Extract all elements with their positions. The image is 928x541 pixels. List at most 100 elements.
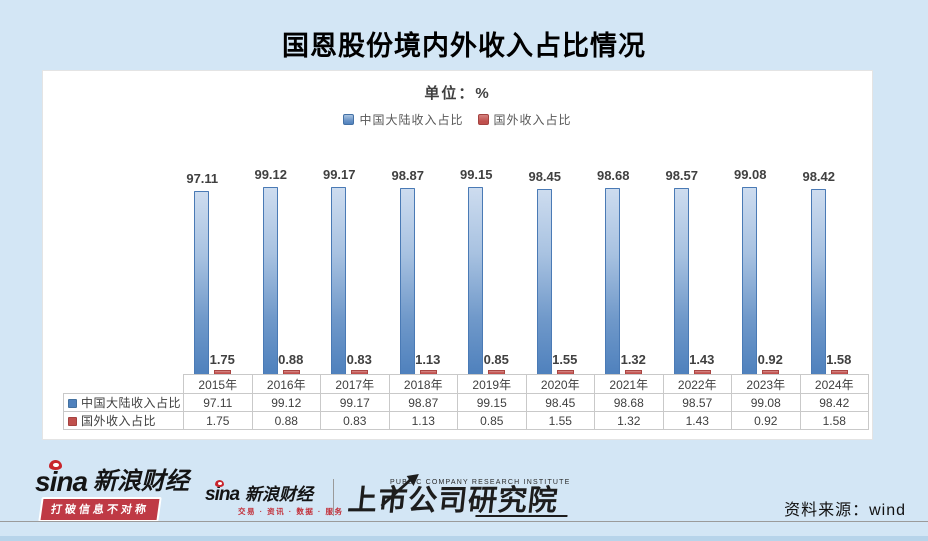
- domestic-bar-label: 97.11: [186, 171, 219, 186]
- overseas-bar: [762, 370, 780, 374]
- value-cell: 99.12: [251, 393, 322, 412]
- footer-line: [0, 521, 928, 522]
- overseas-bar: [625, 370, 643, 374]
- value-cell: 1.58: [799, 411, 870, 430]
- domestic-bar-label: 99.08: [733, 167, 767, 182]
- bottom-strip: [0, 536, 928, 541]
- domestic-bar: [194, 191, 210, 374]
- year-cell: 2019年: [457, 374, 527, 394]
- value-cell: 98.57: [662, 393, 733, 412]
- year-cell: 2015年: [183, 374, 253, 394]
- chart-column: 98.68 1.32: [590, 134, 659, 374]
- domestic-bar: [673, 188, 689, 374]
- overseas-bar-label: 0.88: [278, 352, 304, 367]
- overseas-bar-label: 1.75: [209, 352, 235, 367]
- chart-column: 99.08 0.92: [727, 134, 796, 374]
- value-cell: 1.55: [525, 411, 596, 430]
- legend-label-domestic: 中国大陆收入占比: [359, 113, 464, 127]
- year-cell: 2016年: [251, 374, 322, 394]
- value-cell: 98.87: [388, 393, 459, 412]
- chart-column: 98.57 1.43: [659, 134, 728, 374]
- domestic-bar: [331, 187, 347, 374]
- overseas-bar: [556, 370, 574, 374]
- domestic-bar-label: 98.87: [391, 168, 425, 183]
- sina-brand-text-small: 新浪财经: [245, 485, 314, 504]
- sina-finance-logo-small: sina 新浪财经: [205, 479, 314, 504]
- overseas-bar-label: 1.55: [552, 352, 578, 367]
- domestic-bar-label: 98.57: [665, 168, 699, 183]
- domestic-bar-label: 98.68: [596, 168, 630, 183]
- sina-wordmark: sina: [35, 460, 88, 496]
- year-cell: 2023年: [731, 374, 801, 394]
- overseas-bar: [282, 370, 300, 374]
- chart-legend: 中国大陆收入占比 国外收入占比: [43, 111, 872, 128]
- series-label-cell: 中国大陆收入占比: [62, 393, 185, 412]
- overseas-bar-label: 1.13: [415, 352, 441, 367]
- chart-panel: 单位：% 中国大陆收入占比 国外收入占比 97.11 1.75 99.12 0.88 9…: [42, 70, 873, 440]
- domestic-bar: [536, 189, 552, 374]
- sina-brand-text: 新浪财经: [93, 468, 190, 495]
- year-cell: 2024年: [799, 374, 870, 394]
- chart-data-table: 2015年 2016年 2017年 2018年 2019年 2020年 2021年 2022年…: [62, 374, 870, 430]
- domestic-bar: [399, 188, 415, 374]
- sina-eye-icon: [49, 460, 62, 471]
- table-row: 中国大陆收入占比 97.11 99.12 99.17 98.87 99.15 98.45 98…: [62, 393, 870, 412]
- arrow-up-icon: [380, 474, 419, 508]
- domestic-bar: [605, 188, 621, 374]
- chart-column: 98.45 1.55: [522, 134, 591, 374]
- overseas-bar: [351, 370, 369, 374]
- value-cell: 98.42: [799, 393, 870, 412]
- domestic-bar-label: 98.45: [528, 169, 562, 184]
- legend-swatch-red-icon: [477, 114, 489, 125]
- value-cell: 0.88: [251, 411, 322, 430]
- value-cell: 98.45: [525, 393, 596, 412]
- domestic-bar: [742, 187, 758, 374]
- legend-swatch-blue-icon: [343, 114, 355, 125]
- institute-name-en: PUBLIC COMPANY RESEARCH INSTITUTE: [390, 479, 571, 486]
- legend-item-overseas: 国外收入占比: [477, 111, 572, 128]
- domestic-bar-label: 99.12: [254, 167, 288, 182]
- overseas-bar-label: 1.32: [620, 352, 646, 367]
- data-source-note: 资料来源：wind: [784, 502, 906, 519]
- year-cell: 2022年: [662, 374, 733, 394]
- chart-column: 97.11 1.75: [179, 134, 248, 374]
- overseas-bar: [488, 370, 506, 374]
- overseas-bar: [830, 370, 848, 374]
- value-cell: 98.68: [594, 393, 664, 412]
- domestic-bar: [468, 187, 484, 374]
- overseas-bar-label: 1.43: [689, 352, 715, 367]
- footer-divider: [333, 479, 334, 516]
- overseas-bar-label: 1.58: [826, 352, 852, 367]
- value-cell: 97.11: [183, 393, 253, 412]
- legend-item-domestic: 中国大陆收入占比: [343, 111, 463, 128]
- value-cell: 1.13: [388, 411, 459, 430]
- value-cell: 1.43: [662, 411, 733, 430]
- table-corner-cell: [64, 375, 184, 394]
- value-cell: 0.83: [320, 411, 390, 430]
- overseas-bar-label: 0.83: [346, 352, 372, 367]
- overseas-bar-label: 0.92: [757, 352, 783, 367]
- table-row: 国外收入占比 1.75 0.88 0.83 1.13 0.85 1.55 1.32 1.43 0.…: [62, 411, 870, 430]
- overseas-bar: [214, 370, 232, 374]
- chart-column: 99.12 0.88: [248, 134, 317, 374]
- year-cell: 2018年: [388, 374, 459, 394]
- unit-label: 单位：%: [424, 85, 491, 102]
- overseas-bar-label: 0.85: [483, 352, 509, 367]
- series-label-cell: 国外收入占比: [62, 411, 185, 430]
- domestic-bar-label: 99.17: [322, 167, 356, 182]
- chart-column: 99.15 0.85: [453, 134, 522, 374]
- overseas-bar: [693, 370, 711, 374]
- value-cell: 1.75: [183, 411, 253, 430]
- value-cell: 99.08: [731, 393, 801, 412]
- sina-slogan-badge: 打破信息不对称: [38, 497, 162, 522]
- chart-column: 98.87 1.13: [385, 134, 454, 374]
- data-table-wrap: 2015年 2016年 2017年 2018年 2019年 2020年 2021年 2022年…: [62, 374, 870, 430]
- year-cell: 2021年: [594, 374, 664, 394]
- series-swatch-icon: [68, 417, 77, 426]
- plot-area: 97.11 1.75 99.12 0.88 99.17 0.83 98.87 1.13 99.1…: [179, 134, 864, 374]
- domestic-bar: [810, 189, 826, 374]
- sina-finance-logo: sina 新浪财经: [35, 460, 190, 496]
- value-cell: 99.15: [457, 393, 527, 412]
- page-title: 国恩股份境内外收入占比情况: [282, 31, 646, 61]
- chart-column: 99.17 0.83: [316, 134, 385, 374]
